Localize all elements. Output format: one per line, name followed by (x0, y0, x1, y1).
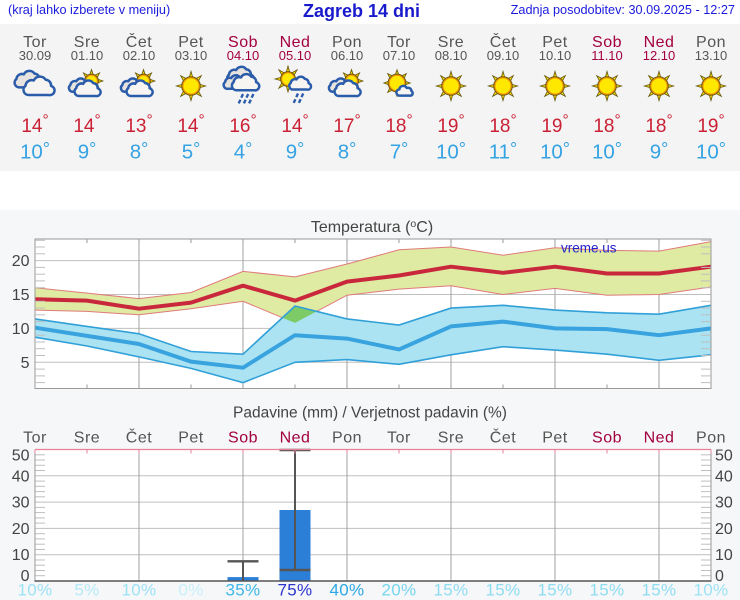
svg-text:50: 50 (715, 448, 733, 465)
svg-text:Pon: Pon (332, 430, 362, 447)
svg-text:5%: 5% (74, 581, 99, 600)
svg-text:Čet: Čet (126, 428, 152, 447)
svg-text:10: 10 (12, 547, 30, 564)
svg-text:vreme.us: vreme.us (561, 241, 617, 256)
svg-text:20%: 20% (382, 581, 417, 600)
svg-text:10: 10 (715, 547, 733, 564)
svg-text:Pet: Pet (542, 430, 568, 447)
svg-text:35%: 35% (226, 581, 261, 600)
svg-text:Čet: Čet (490, 428, 516, 447)
svg-text:0: 0 (21, 568, 30, 585)
svg-text:Ned: Ned (644, 430, 675, 447)
svg-text:Sob: Sob (228, 430, 258, 447)
svg-text:40: 40 (715, 468, 733, 485)
svg-text:20: 20 (12, 253, 30, 270)
svg-text:0%: 0% (178, 581, 203, 600)
svg-text:Sob: Sob (592, 430, 622, 447)
svg-text:50: 50 (12, 448, 30, 465)
svg-text:Temperatura (oC): Temperatura (oC) (311, 218, 433, 236)
svg-text:40%: 40% (330, 581, 365, 600)
svg-text:75%: 75% (278, 581, 313, 600)
svg-text:Ned: Ned (280, 430, 311, 447)
svg-text:15%: 15% (538, 581, 573, 600)
svg-text:15%: 15% (486, 581, 521, 600)
svg-text:0: 0 (715, 568, 724, 585)
svg-text:Tor: Tor (387, 430, 411, 447)
svg-text:10%: 10% (694, 581, 729, 600)
svg-text:15%: 15% (590, 581, 625, 600)
svg-text:10%: 10% (122, 581, 157, 600)
svg-text:30: 30 (715, 495, 733, 512)
svg-text:5: 5 (21, 355, 30, 372)
svg-text:40: 40 (12, 468, 30, 485)
svg-text:Sre: Sre (74, 430, 100, 447)
svg-text:Pet: Pet (178, 430, 204, 447)
svg-text:15: 15 (12, 287, 30, 304)
svg-text:20: 20 (12, 521, 30, 538)
svg-text:Tor: Tor (23, 430, 47, 447)
svg-text:Sre: Sre (438, 430, 464, 447)
svg-text:15%: 15% (434, 581, 469, 600)
svg-text:10%: 10% (18, 581, 53, 600)
svg-text:15%: 15% (642, 581, 677, 600)
svg-text:10: 10 (12, 321, 30, 338)
svg-text:Pon: Pon (696, 430, 726, 447)
svg-text:20: 20 (715, 521, 733, 538)
svg-text:Padavine (mm) / Verjetnost pad: Padavine (mm) / Verjetnost padavin (%) (233, 405, 507, 422)
svg-text:30: 30 (12, 495, 30, 512)
